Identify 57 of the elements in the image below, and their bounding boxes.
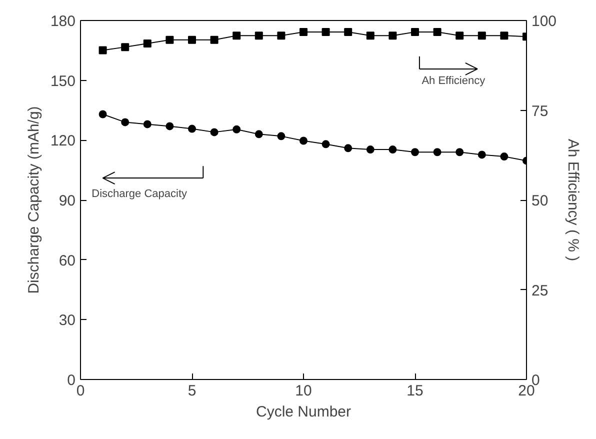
point: [232, 32, 241, 40]
point: [277, 132, 286, 140]
y-tick-label: 120: [50, 132, 76, 150]
point: [121, 118, 130, 126]
point: [300, 136, 308, 145]
point: [277, 32, 286, 40]
y-tick-label: 180: [50, 13, 76, 30]
point: [500, 152, 508, 161]
y-tick-label: 0: [67, 372, 76, 389]
point: [366, 146, 374, 154]
point: [98, 110, 107, 118]
x-tick-label: 10: [295, 382, 312, 400]
x-axis-title: Cycle Number: [256, 404, 352, 420]
point: [166, 122, 174, 130]
point: [478, 150, 486, 159]
point: [388, 32, 397, 40]
point: [388, 146, 397, 154]
point: [433, 148, 442, 156]
y-tick-label: 90: [58, 192, 76, 210]
y2-tick-label: 75: [532, 102, 548, 120]
point: [121, 43, 130, 52]
point: [456, 148, 464, 156]
point: [143, 39, 152, 48]
point: [210, 128, 218, 136]
point: [411, 28, 419, 36]
annotation: Ah Efficiency: [422, 74, 486, 87]
point: [433, 28, 442, 36]
y2-tick-label: 25: [532, 282, 548, 300]
point: [500, 32, 508, 40]
x-tick-label: 5: [188, 382, 196, 400]
point: [322, 140, 330, 148]
y2-tick-label: 100: [532, 13, 557, 30]
y2-tick-label: 50: [532, 192, 548, 210]
point: [98, 46, 107, 54]
y-axis-title: Discharge Capacity (mAh/g): [25, 106, 42, 294]
point: [188, 36, 196, 44]
y2-axis-title: Ah Efficiency ( % ): [564, 138, 582, 262]
y-tick-label: 60: [58, 252, 76, 270]
y-tick-label: 30: [58, 312, 76, 330]
point: [166, 36, 174, 44]
point: [411, 148, 419, 156]
point: [232, 125, 241, 134]
point: [366, 32, 374, 40]
point: [344, 144, 352, 152]
point: [344, 28, 352, 36]
annotation: Discharge Capacity: [92, 188, 188, 200]
point: [188, 124, 196, 133]
point: [143, 120, 152, 128]
point: [254, 130, 263, 138]
point: [456, 32, 464, 40]
point: [254, 32, 263, 40]
y-tick-label: 150: [50, 72, 76, 90]
x-tick-label: 15: [406, 382, 424, 400]
point: [210, 36, 218, 44]
point: [300, 28, 308, 36]
point: [322, 28, 330, 36]
point: [478, 32, 486, 40]
